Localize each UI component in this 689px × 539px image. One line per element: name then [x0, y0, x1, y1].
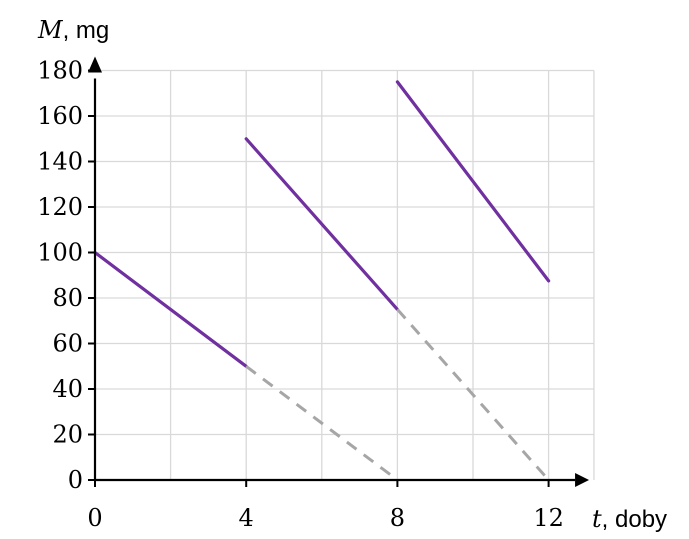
x-axis-title: t, doby — [592, 505, 667, 533]
y-tick-label-0: 0 — [68, 466, 83, 494]
grid — [95, 69, 595, 480]
tick-labels: 0 20 40 60 80 100 120 140 160 180 0 4 8 12 — [37, 57, 564, 533]
y-tick-label-140: 140 — [37, 148, 83, 176]
y-axis-variable: M — [37, 16, 64, 44]
x-axis-arrow — [575, 473, 590, 487]
x-axis-unit: , doby — [602, 506, 667, 533]
x-tick-label-4: 4 — [239, 504, 254, 532]
series-dashed-5 — [396, 308, 550, 481]
y-axis-title: M, mg — [37, 16, 109, 44]
y-tick-label-20: 20 — [52, 421, 83, 449]
x-tick-label-0: 0 — [87, 504, 102, 532]
y-tick-label-120: 120 — [37, 193, 83, 221]
axes — [88, 56, 590, 487]
series — [93, 80, 551, 482]
y-tick-label-160: 160 — [37, 102, 83, 130]
series-solid-2 — [244, 137, 399, 311]
series-dashed-4 — [245, 365, 399, 482]
x-tick-label-8: 8 — [390, 504, 405, 532]
y-axis-arrow — [88, 56, 102, 73]
y-tick-label-60: 60 — [52, 330, 83, 358]
x-tick-label-12: 12 — [533, 504, 564, 532]
series-solid-1 — [93, 250, 248, 368]
series-solid-3 — [395, 80, 551, 283]
x-axis-variable: t — [592, 505, 602, 533]
y-axis-unit: , mg — [63, 17, 110, 44]
y-tick-label-40: 40 — [52, 375, 83, 403]
y-tick-label-80: 80 — [52, 284, 83, 312]
y-tick-label-180: 180 — [37, 57, 83, 85]
y-tick-label-100: 100 — [37, 239, 83, 267]
